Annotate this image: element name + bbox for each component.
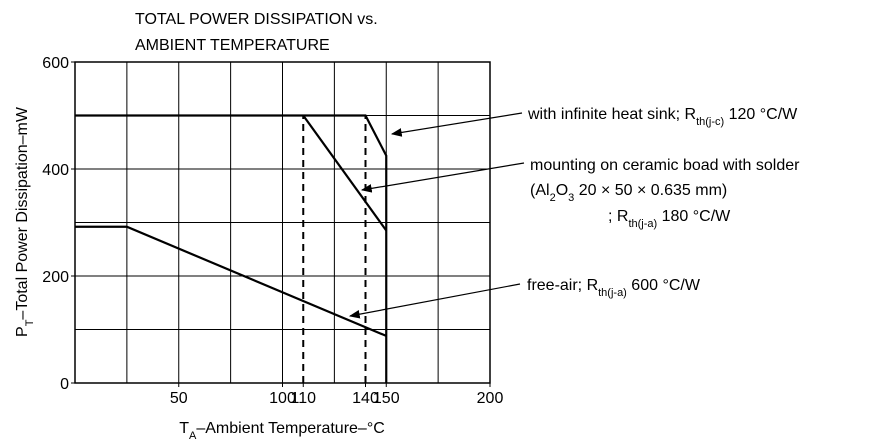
text-part: –Ambient Temperature–°C xyxy=(196,420,384,437)
x-axis-label: TA–Ambient Temperature–°C xyxy=(179,420,385,442)
y-tick-label: 400 xyxy=(42,162,69,179)
y-tick-label: 600 xyxy=(42,55,69,72)
annotation: mounting on ceramic boad with solder xyxy=(530,157,800,174)
subscript: T xyxy=(24,319,36,326)
text-part: with infinite heat sink; R xyxy=(527,106,696,123)
text-part: ; R xyxy=(608,208,628,225)
text-part: 180 °C/W xyxy=(657,208,731,225)
subscript: th(j-a) xyxy=(598,287,627,299)
text-part: (Al xyxy=(530,182,550,199)
arrow xyxy=(348,283,521,319)
annotation: ; Rth(j-a) 180 °C/W xyxy=(608,208,731,230)
y-axis-label: PT–Total Power Dissipation–mW xyxy=(14,106,36,337)
text-part: 600 °C/W xyxy=(627,277,701,294)
subscript: 2 xyxy=(550,192,556,204)
data-line xyxy=(75,114,388,383)
text-part: 120 °C/W xyxy=(724,106,798,123)
x-tick-label: 200 xyxy=(477,390,504,407)
text-part: T xyxy=(179,420,189,437)
y-tick-label: 200 xyxy=(42,269,69,286)
subscript: 3 xyxy=(568,192,574,204)
data-line xyxy=(75,225,387,337)
subscript: A xyxy=(189,430,197,442)
x-tick-label: 140 xyxy=(352,390,379,407)
subscript: th(j-c) xyxy=(696,116,724,128)
x-tick-label: 110 xyxy=(290,390,316,407)
chart-title: TOTAL POWER DISSIPATION vs. xyxy=(135,11,378,28)
text-part: free-air; R xyxy=(527,277,598,294)
text-part: mounting on ceramic boad with solder xyxy=(530,157,800,174)
x-tick-label: 100 xyxy=(269,390,296,407)
data-line xyxy=(302,114,388,232)
annotation: free-air; Rth(j-a) 600 °C/W xyxy=(527,277,701,299)
arrow xyxy=(390,112,523,137)
text-part: P xyxy=(14,326,31,337)
y-tick-label: 0 xyxy=(60,376,69,393)
x-tick-label: 50 xyxy=(170,390,188,407)
x-tick-label: 150 xyxy=(373,390,400,407)
text-part: 20 × 50 × 0.635 mm) xyxy=(574,182,727,199)
arrow xyxy=(360,162,525,193)
chart-title: AMBIENT TEMPERATURE xyxy=(135,37,330,54)
arrows xyxy=(348,112,525,319)
text-part: –Total Power Dissipation–mW xyxy=(14,106,31,319)
annotation: with infinite heat sink; Rth(j-c) 120 °C… xyxy=(527,106,798,128)
annotation: (Al2O3 20 × 50 × 0.635 mm) xyxy=(530,182,727,204)
text-part: O xyxy=(556,182,568,199)
subscript: th(j-a) xyxy=(628,218,657,230)
